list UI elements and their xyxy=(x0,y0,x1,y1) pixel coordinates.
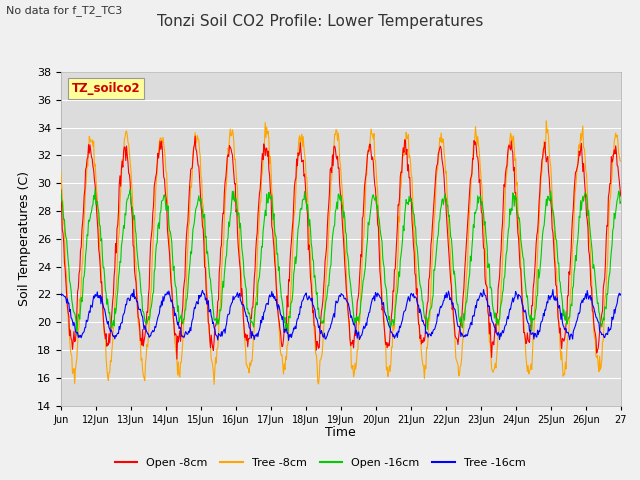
X-axis label: Time: Time xyxy=(325,426,356,439)
Legend: Open -8cm, Tree -8cm, Open -16cm, Tree -16cm: Open -8cm, Tree -8cm, Open -16cm, Tree -… xyxy=(110,453,530,472)
Text: TZ_soilco2: TZ_soilco2 xyxy=(72,82,141,95)
Text: Tonzi Soil CO2 Profile: Lower Temperatures: Tonzi Soil CO2 Profile: Lower Temperatur… xyxy=(157,14,483,29)
Y-axis label: Soil Temperatures (C): Soil Temperatures (C) xyxy=(19,171,31,306)
Text: No data for f_T2_TC3: No data for f_T2_TC3 xyxy=(6,5,123,16)
